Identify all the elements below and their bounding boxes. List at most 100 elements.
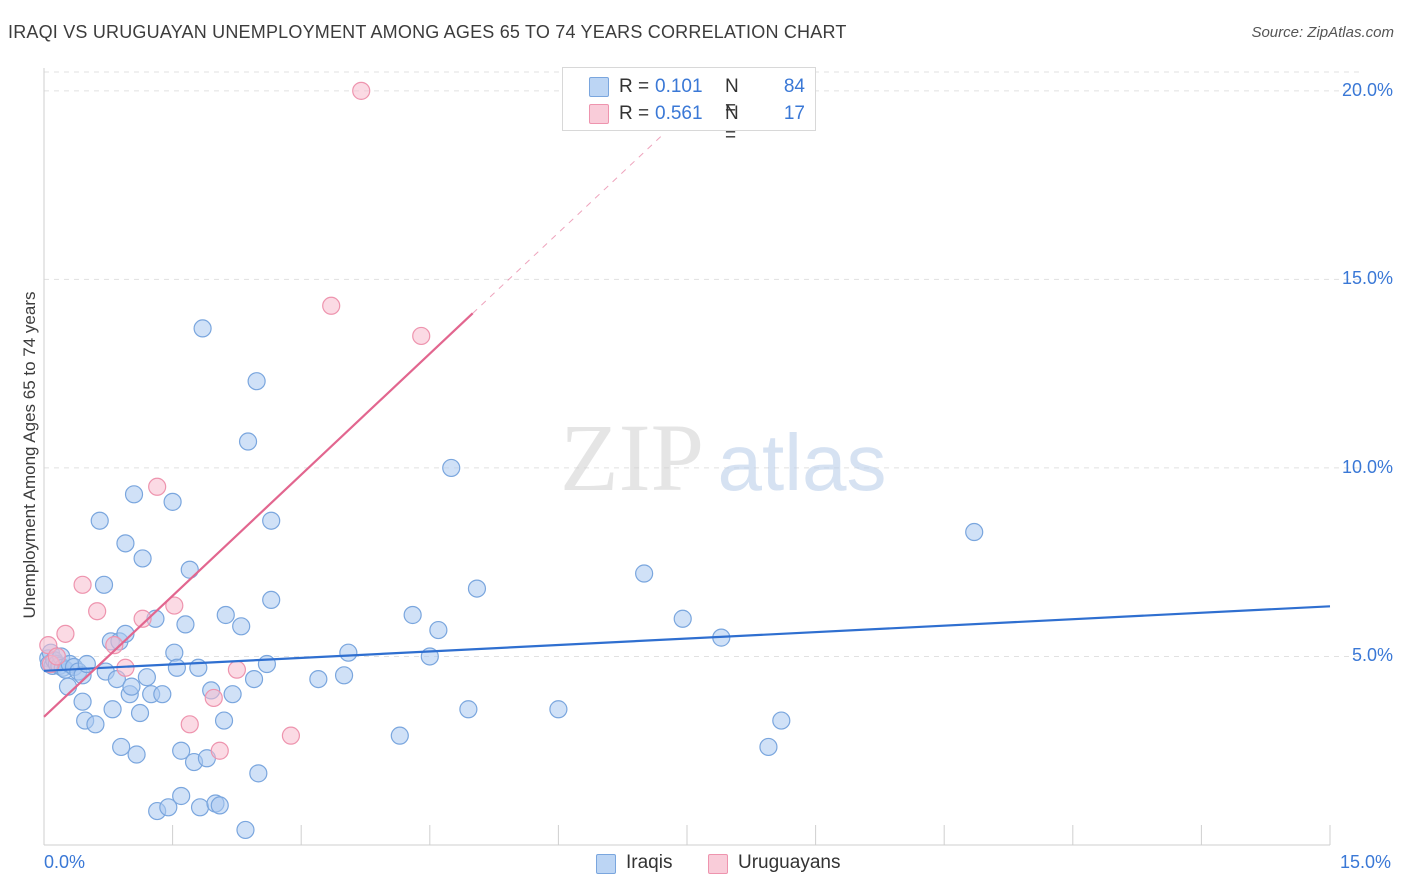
iraqis-point-44 <box>172 786 191 806</box>
iraqis-point-30 <box>122 677 141 696</box>
legend-label-uruguayans: Uruguayans <box>738 852 841 873</box>
iraqis-point-47 <box>180 560 199 579</box>
iraqis-swatch <box>596 854 616 874</box>
iraqis-point-68 <box>309 669 328 689</box>
iraqis-point-31 <box>124 485 144 504</box>
legend-label-iraqis: Iraqis <box>626 852 673 873</box>
y-tick-label-2: 15.0% <box>1341 268 1393 289</box>
iraqis-point-78 <box>549 700 568 719</box>
iraqis-point-39 <box>153 685 172 704</box>
y-tick-label-1: 10.0% <box>1341 456 1393 477</box>
iraqis-point-70 <box>339 643 358 662</box>
n-value: 17 <box>783 103 805 124</box>
iraqis-point-80 <box>673 609 692 628</box>
n-label: N = <box>725 76 739 119</box>
iraqis-point-57 <box>216 605 235 625</box>
uruguayans-point-8 <box>133 609 152 628</box>
watermark-zip: ZIP <box>560 404 704 511</box>
iraqis-point-76 <box>459 700 478 719</box>
iraqis-point-77 <box>467 579 487 598</box>
iraqis-point-66 <box>262 590 281 610</box>
uruguayans-swatch <box>708 854 728 874</box>
iraqis-point-67 <box>262 511 281 530</box>
uruguayans-point-9 <box>148 477 167 496</box>
iraqis-point-83 <box>772 711 791 730</box>
iraqis-point-69 <box>334 666 354 685</box>
n-value: 84 <box>783 76 805 97</box>
uruguayans-points <box>39 81 431 760</box>
iraqis-point-46 <box>176 615 195 634</box>
uruguayans-point-6 <box>105 636 124 655</box>
iraqis-point-50 <box>190 798 210 817</box>
iraqis-point-84 <box>965 522 984 542</box>
uruguayans-point-15 <box>281 726 301 745</box>
uruguayans-point-13 <box>210 741 229 760</box>
iraqis-trend-line <box>43 605 1331 672</box>
iraqis-point-15 <box>58 677 78 696</box>
iraqis-point-28 <box>116 534 135 553</box>
trend-lines <box>43 135 1331 718</box>
n-label: N = <box>725 103 739 146</box>
iraqis-point-35 <box>137 668 156 687</box>
iraqis-point-51 <box>193 319 212 338</box>
iraqis-swatch <box>589 77 609 97</box>
uruguayans-point-2 <box>47 647 66 666</box>
uruguayans-point-17 <box>352 81 371 100</box>
uruguayans-trend-line <box>43 312 474 718</box>
iraqis-point-65 <box>257 654 277 674</box>
iraqis-point-42 <box>165 643 184 662</box>
stats-legend: R = 0.101 N = 84 R = 0.561 N = 17 <box>562 67 816 146</box>
iraqis-point-58 <box>223 685 242 704</box>
iraqis-point-63 <box>247 372 266 391</box>
uruguayans-point-12 <box>204 688 223 708</box>
y-tick-label-3: 20.0% <box>1341 79 1393 100</box>
iraqis-point-56 <box>214 711 234 730</box>
iraqis-point-27 <box>116 624 135 643</box>
iraqis-point-45 <box>172 741 191 760</box>
iraqis-point-79 <box>635 564 654 583</box>
uruguayans-point-5 <box>88 602 107 621</box>
uruguayans-point-3 <box>56 624 75 643</box>
iraqis-point-74 <box>429 620 448 640</box>
uruguayans-point-16 <box>322 296 341 315</box>
iraqis-point-60 <box>236 820 255 840</box>
chart-title: IRAQI VS URUGUAYAN UNEMPLOYMENT AMONG AG… <box>8 22 847 42</box>
iraqis-point-19 <box>90 511 109 530</box>
iraqis-point-75 <box>442 458 461 478</box>
r-label: R = <box>619 103 650 124</box>
r-value: 0.561 <box>655 103 703 124</box>
series-legend: Iraqis Uruguayans <box>0 852 1406 878</box>
uruguayans-point-10 <box>165 596 184 615</box>
iraqis-point-55 <box>210 796 229 815</box>
uruguayans-point-11 <box>180 715 199 734</box>
x-tick-label-min: 0.0% <box>44 852 86 872</box>
watermark: ZIP atlas <box>560 404 886 511</box>
iraqis-point-23 <box>103 700 122 719</box>
x-tick-label-max: 15.0% <box>1340 852 1392 872</box>
iraqis-point-33 <box>130 703 150 723</box>
y-tick-label-0: 5.0% <box>1351 645 1393 666</box>
iraqis-point-18 <box>86 715 105 734</box>
uruguayans-trend-extension <box>472 135 662 314</box>
iraqis-point-71 <box>390 726 409 745</box>
iraqis-point-34 <box>133 549 152 568</box>
iraqis-point-62 <box>244 669 264 689</box>
iraqis-point-32 <box>127 745 146 764</box>
uruguayans-point-14 <box>227 660 246 679</box>
iraqis-point-61 <box>238 432 258 451</box>
watermark-atlas: atlas <box>718 418 887 507</box>
uruguayans-point-4 <box>73 575 92 594</box>
iraqis-points <box>39 319 984 840</box>
iraqis-point-40 <box>159 798 178 817</box>
uruguayans-point-18 <box>412 326 431 346</box>
iraqis-point-43 <box>167 658 186 677</box>
iraqis-point-16 <box>73 692 92 711</box>
iraqis-point-82 <box>759 737 778 757</box>
grid-lines <box>44 71 1362 657</box>
iraqis-point-72 <box>403 605 422 625</box>
iraqis-point-26 <box>112 737 131 757</box>
r-value: 0.101 <box>655 76 703 97</box>
source-label: Source: ZipAtlas.com <box>1251 24 1394 41</box>
iraqis-point-59 <box>232 617 251 636</box>
